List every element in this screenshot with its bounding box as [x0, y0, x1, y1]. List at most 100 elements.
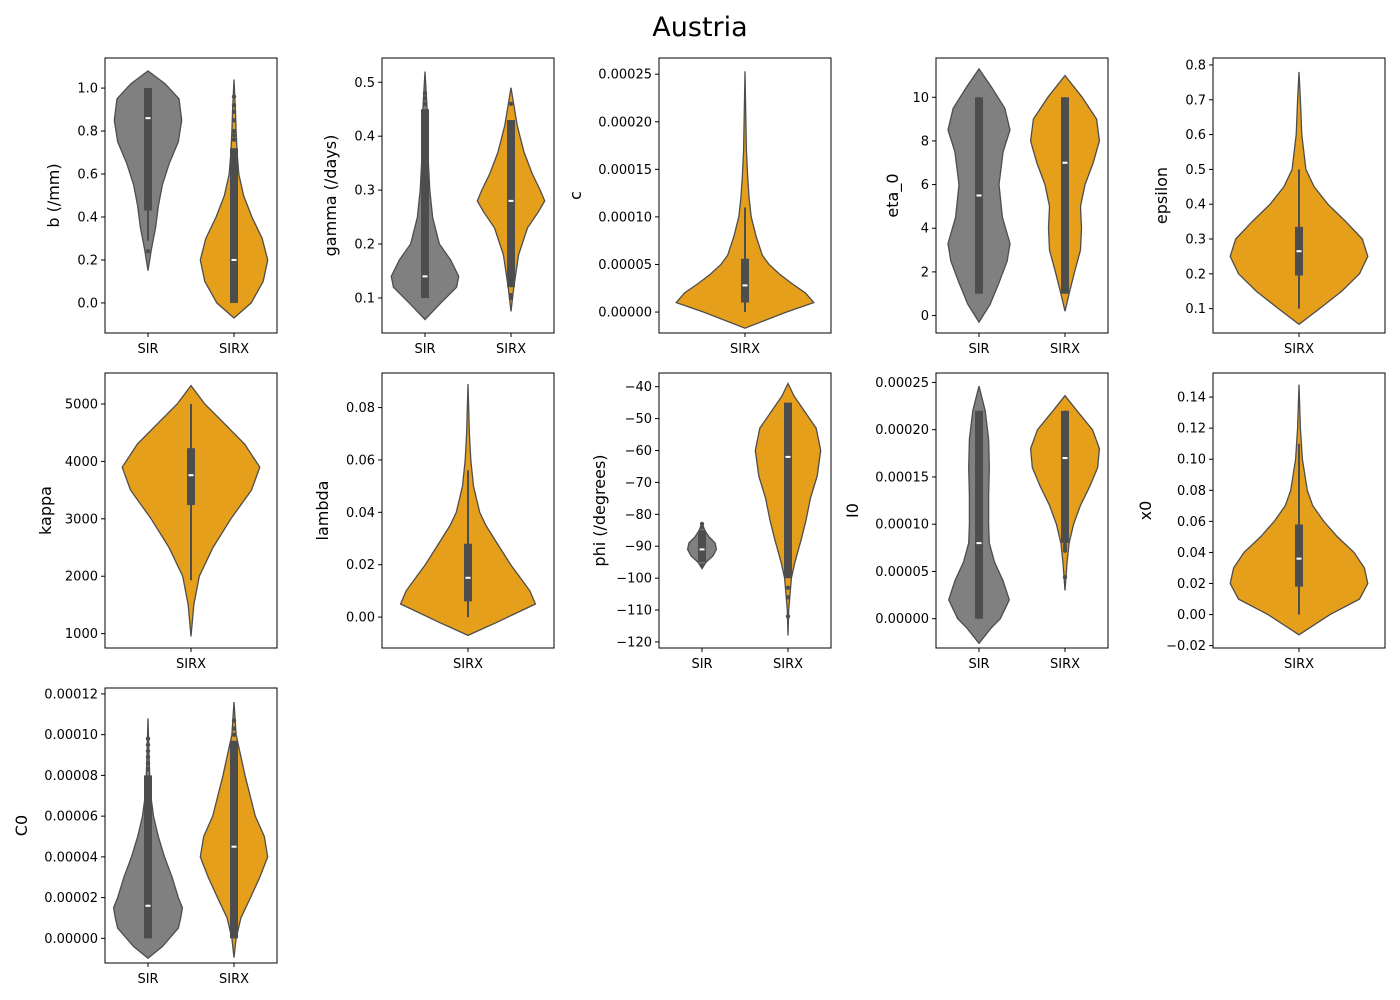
y-tick-label: 0.00010 — [44, 728, 98, 743]
y-tick-label: −100 — [616, 572, 652, 587]
y-tick-label: 0.00010 — [875, 518, 929, 533]
violin-outlier-point — [231, 128, 237, 134]
violin-iqr-box — [230, 148, 238, 303]
y-tick-label: 0.8 — [77, 125, 98, 140]
y-tick-label: 3000 — [65, 512, 98, 527]
y-tick-label: −70 — [625, 476, 652, 491]
y-tick-label: 0 — [921, 309, 929, 324]
subplot-7: 0.00 0.02 0.04 0.06 0.08 SIRX lambda — [313, 372, 555, 672]
y-axis-label: b (/mm) — [44, 163, 63, 227]
violin-outlier-point — [699, 524, 705, 530]
y-tick-label: 0.00010 — [598, 210, 652, 225]
violin-outlier-point — [422, 90, 428, 96]
y-axis-label: kappa — [36, 486, 55, 535]
y-tick-label: 0.00015 — [875, 470, 929, 485]
x-tick-label: SIRX — [1284, 342, 1314, 357]
y-tick-label: 0.6 — [77, 168, 98, 183]
violin-outlier-point — [699, 563, 705, 568]
violin-outlier-point — [422, 96, 428, 101]
y-tick-label: 0.00005 — [598, 258, 652, 273]
violin-outlier-point — [1062, 574, 1068, 580]
x-tick-label: SIRX — [1284, 657, 1314, 672]
y-tick-label: 2000 — [65, 570, 98, 585]
violin-body — [675, 71, 815, 329]
y-tick-label: 0.00002 — [44, 891, 98, 906]
violin-outlier-point — [1062, 542, 1068, 548]
violin-iqr-box — [698, 530, 706, 563]
y-tick-label: 0.00006 — [44, 810, 98, 825]
violin-outlier-point — [145, 742, 151, 748]
y-tick-label: 0.00004 — [44, 850, 98, 865]
y-tick-label: 0.4 — [1185, 198, 1206, 213]
violin-iqr-box — [1295, 524, 1303, 587]
violin-outlier-point — [231, 118, 237, 123]
violin-outlier-point — [699, 521, 705, 527]
y-tick-label: −90 — [625, 540, 652, 555]
violin-outlier-point — [508, 293, 514, 298]
y-tick-label: 6 — [921, 178, 929, 193]
y-tick-label: 0.5 — [1185, 163, 1206, 178]
y-tick-label: 0.00008 — [44, 769, 98, 784]
y-tick-label: 0.00015 — [598, 163, 652, 178]
violin-outlier-point — [231, 732, 237, 737]
y-axis-label: I0 — [843, 503, 862, 518]
y-tick-label: 8 — [921, 134, 929, 149]
violin-outlier-point — [422, 101, 428, 107]
violin-outlier-point — [145, 760, 151, 766]
y-tick-label: 0.00020 — [598, 115, 652, 130]
violin-outlier-point — [785, 614, 791, 619]
violin-iqr-box — [741, 258, 749, 303]
y-tick-label: 0.3 — [1185, 233, 1206, 248]
violin-iqr-box — [144, 88, 152, 211]
violin-outlier-point — [785, 585, 791, 590]
y-tick-label: 4 — [921, 222, 929, 237]
y-axis-label: eta_0 — [883, 173, 903, 217]
subplot-9: 0.00000 0.00005 0.00010 0.00015 0.00020 0.000… — [843, 372, 1109, 672]
violin-iqr-box — [1061, 97, 1069, 294]
violin-outlier-point — [145, 754, 151, 760]
axes-frame — [658, 372, 832, 649]
y-tick-label: 4000 — [65, 455, 98, 470]
axes-frame — [381, 57, 555, 334]
violin-iqr-box — [230, 740, 238, 939]
y-tick-label: 0.5 — [354, 76, 375, 91]
x-tick-label: SIRX — [453, 657, 483, 672]
subplot-3: 0.00000 0.00005 0.00010 0.00015 0.00020 0.000… — [566, 57, 832, 357]
y-tick-label: 0.06 — [346, 453, 375, 468]
violin-outlier-point — [508, 101, 514, 107]
y-tick-label: 0.12 — [1177, 422, 1206, 437]
y-tick-label: 0.00000 — [598, 306, 652, 321]
x-tick-label: SIRX — [730, 342, 760, 357]
x-tick-label: SIRX — [496, 342, 526, 357]
y-tick-label: 0.00000 — [44, 932, 98, 947]
violin-iqr-box — [464, 543, 472, 602]
y-tick-label: 0.00 — [346, 611, 375, 626]
violin-iqr-box — [784, 402, 792, 579]
y-tick-label: 5000 — [65, 398, 98, 413]
violin-iqr-box — [975, 410, 983, 619]
y-tick-label: −0.02 — [1166, 639, 1206, 654]
y-tick-label: 0.2 — [354, 238, 375, 253]
y-tick-label: −40 — [625, 380, 652, 395]
y-axis-label: C0 — [12, 815, 31, 836]
y-tick-label: −60 — [625, 444, 652, 459]
y-axis-label: gamma (/days) — [321, 135, 340, 257]
y-tick-label: 0.1 — [354, 291, 375, 306]
y-tick-label: 0.08 — [1177, 484, 1206, 499]
y-tick-label: 0.00000 — [875, 612, 929, 627]
figure-title: Austria — [652, 12, 748, 43]
violin-outlier-point — [231, 726, 237, 731]
subplot-1: 0.0 0.2 0.4 0.6 0.8 1.0 SIR SIRX b (/mm) — [44, 57, 278, 357]
y-tick-label: 0.2 — [77, 253, 98, 268]
y-tick-label: 0.00012 — [44, 687, 98, 702]
violin-iqr-box — [144, 775, 152, 939]
x-tick-label: SIR — [968, 342, 989, 357]
violin-outlier-point — [231, 109, 237, 114]
y-tick-label: 0.14 — [1177, 391, 1206, 406]
y-tick-label: 0.02 — [346, 558, 375, 573]
y-axis-label: lambda — [313, 481, 332, 541]
x-tick-label: SIR — [414, 342, 435, 357]
x-tick-label: SIRX — [219, 342, 249, 357]
violin-outlier-point — [785, 595, 791, 600]
